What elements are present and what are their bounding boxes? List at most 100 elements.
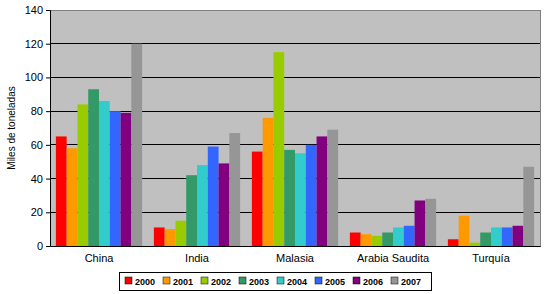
y-axis: 0 20 40 60 80 100 120 140 xyxy=(25,4,51,252)
bar xyxy=(317,136,328,246)
legend: 2000 2001 2002 2003 2004 2005 2006 2007 xyxy=(119,272,431,290)
tick-mark xyxy=(46,77,50,78)
bars xyxy=(56,44,534,246)
legend-label: 2006 xyxy=(363,277,383,287)
tick: 60 xyxy=(31,139,50,151)
tick-label: Arabia Saudita xyxy=(357,252,430,264)
tick-mark xyxy=(46,44,50,45)
series xyxy=(88,89,491,246)
tick: 40 xyxy=(31,173,50,185)
tick-mark xyxy=(46,179,50,180)
tick-mark xyxy=(46,246,50,247)
x-axis: China India Malasia Arabia Saudita Turquía xyxy=(51,246,541,264)
bar xyxy=(480,233,491,246)
grid-line xyxy=(50,111,540,112)
bar xyxy=(208,147,219,246)
bar xyxy=(131,44,142,246)
tick: 80 xyxy=(31,105,50,117)
legend-entry: 2006 xyxy=(353,277,383,287)
bar xyxy=(295,153,306,246)
tick-label: 0 xyxy=(37,240,43,252)
legend-entry: 2002 xyxy=(201,277,231,287)
legend-swatch xyxy=(391,277,398,284)
legend-label: 2001 xyxy=(173,277,193,287)
bar xyxy=(382,233,393,246)
legend-label: 2005 xyxy=(325,277,345,287)
legend-label: 2007 xyxy=(401,277,421,287)
bar xyxy=(425,199,436,246)
tick-mark xyxy=(46,10,50,11)
legend-box xyxy=(119,272,431,290)
bar xyxy=(523,167,534,246)
bar xyxy=(306,145,317,246)
bar xyxy=(404,226,415,246)
bar xyxy=(154,227,165,246)
legend-entry: 2001 xyxy=(163,277,193,287)
bar xyxy=(110,111,121,246)
bar xyxy=(361,234,372,246)
legend-entry: 2005 xyxy=(315,277,345,287)
tick: 100 xyxy=(25,71,50,83)
tick: India xyxy=(185,246,210,264)
legend-label: 2002 xyxy=(211,277,231,287)
bar xyxy=(513,226,524,246)
tick-label: Malasia xyxy=(276,252,315,264)
bar xyxy=(186,175,197,246)
bar xyxy=(491,227,502,246)
tick: Arabia Saudita xyxy=(357,246,430,264)
grid-line xyxy=(50,77,540,78)
tick-label: China xyxy=(85,252,115,264)
axis-line xyxy=(46,11,51,247)
tick: 120 xyxy=(25,38,50,50)
tick: Turquía xyxy=(472,246,510,264)
legend-label: 2004 xyxy=(287,277,307,287)
tick-label: 140 xyxy=(25,4,43,16)
legend-swatch xyxy=(125,277,132,284)
bar xyxy=(99,101,110,246)
bar xyxy=(284,150,295,246)
bar xyxy=(175,221,186,246)
bar xyxy=(229,133,240,246)
legend-entry: 2004 xyxy=(277,277,307,287)
tick: 0 xyxy=(37,240,50,252)
tick: 140 xyxy=(25,4,50,16)
legend-label: 2003 xyxy=(249,277,269,287)
tick-mark xyxy=(46,212,50,213)
tick: Malasia xyxy=(276,246,315,264)
plot-frame xyxy=(50,10,540,246)
bar xyxy=(327,130,338,246)
grid xyxy=(50,10,540,246)
tick-label: India xyxy=(185,252,210,264)
bar xyxy=(165,229,176,246)
bar xyxy=(415,200,426,246)
tick-mark xyxy=(46,111,50,112)
series xyxy=(110,111,513,246)
bar xyxy=(67,148,78,246)
legend-entry: 2000 xyxy=(125,277,155,287)
bar xyxy=(469,243,480,246)
legend-entry: 2003 xyxy=(239,277,269,287)
axis-title: Miles de toneladas xyxy=(6,86,17,169)
tick: 20 xyxy=(31,206,50,218)
tick-label: 80 xyxy=(31,105,43,117)
legend-swatch xyxy=(353,277,360,284)
bar xyxy=(263,118,274,246)
legend-swatch xyxy=(239,277,246,284)
series xyxy=(131,44,534,246)
legend-entry: 2007 xyxy=(391,277,421,287)
chart: 0 20 40 60 80 100 120 140 China India Malasia Arabi… xyxy=(0,0,550,294)
bar xyxy=(502,227,513,246)
legend-label: 2000 xyxy=(135,277,155,287)
bar xyxy=(88,89,99,246)
tick-label: 40 xyxy=(31,173,43,185)
tick-label: 120 xyxy=(25,38,43,50)
series xyxy=(121,113,524,246)
bar xyxy=(121,113,132,246)
legend-swatch xyxy=(315,277,322,284)
tick-label: Turquía xyxy=(472,252,510,264)
plot-area xyxy=(50,10,540,246)
bar xyxy=(273,52,284,246)
tick-mark xyxy=(46,145,50,146)
bar xyxy=(56,136,67,246)
bar xyxy=(252,152,263,246)
